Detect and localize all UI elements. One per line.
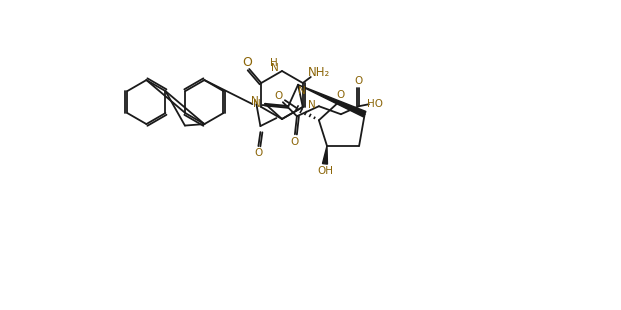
Polygon shape [298, 85, 366, 117]
Text: N: N [271, 63, 279, 73]
Text: HO: HO [367, 99, 383, 109]
Text: O: O [242, 55, 252, 69]
Text: NH₂: NH₂ [307, 67, 330, 79]
Text: O: O [291, 137, 299, 147]
Text: O: O [337, 90, 345, 100]
Text: N: N [251, 96, 259, 106]
Text: N: N [253, 99, 260, 109]
Text: O: O [274, 91, 283, 101]
Text: O: O [254, 148, 263, 158]
Polygon shape [322, 146, 327, 164]
Text: O: O [355, 76, 363, 86]
Text: N: N [298, 86, 306, 96]
Text: N: N [308, 100, 315, 110]
Text: OH: OH [317, 166, 333, 176]
Text: H: H [270, 58, 278, 68]
